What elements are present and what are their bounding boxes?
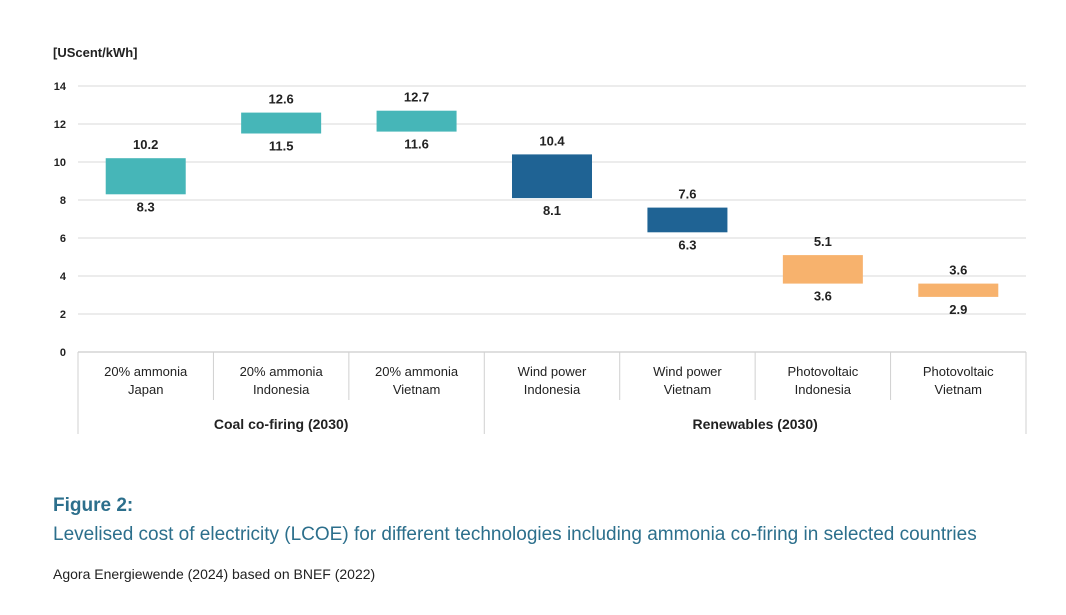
- high-value-label: 7.6: [678, 187, 696, 202]
- category-label-line2: Vietnam: [393, 382, 440, 397]
- category-label-line1: 20% ammonia: [375, 364, 459, 379]
- low-value-label: 11.6: [404, 137, 429, 152]
- low-value-label: 11.5: [269, 139, 294, 154]
- figure-title: Levelised cost of electricity (LCOE) for…: [53, 524, 977, 545]
- category-label-line1: 20% ammonia: [240, 364, 324, 379]
- y-tick-label: 2: [60, 309, 66, 321]
- y-tick-label: 14: [54, 81, 67, 93]
- category-label-line2: Indonesia: [524, 382, 581, 397]
- category-label-line2: Indonesia: [795, 382, 852, 397]
- category-label-line2: Vietnam: [664, 382, 711, 397]
- low-value-label: 2.9: [949, 302, 967, 317]
- high-value-label: 10.2: [133, 137, 158, 152]
- range-bar: [241, 112, 322, 134]
- low-value-label: 8.1: [543, 203, 561, 218]
- category-label-line1: Wind power: [518, 364, 587, 379]
- range-bar: [512, 154, 592, 199]
- low-value-label: 3.6: [814, 289, 832, 304]
- y-tick-label: 6: [60, 233, 66, 245]
- group-label: Renewables (2030): [692, 416, 817, 432]
- range-bar: [918, 283, 999, 297]
- range-bar: [782, 255, 863, 284]
- high-value-label: 5.1: [814, 234, 832, 249]
- lcoe-chart: [UScent/kWh] 0 2 4 6 8 10 12 14 10.2 8.3 20% ammoni…: [53, 45, 1027, 434]
- range-bar: [105, 158, 186, 195]
- category-label-line2: Japan: [128, 382, 163, 397]
- y-tick-label: 10: [54, 157, 66, 169]
- high-value-label: 12.7: [404, 90, 429, 105]
- y-tick-label: 8: [60, 195, 66, 207]
- low-value-label: 6.3: [678, 237, 696, 252]
- category-label-line1: Photovoltaic: [787, 364, 858, 379]
- range-bar: [647, 207, 728, 233]
- y-tick-label: 12: [54, 119, 66, 131]
- group-label: Coal co-firing (2030): [214, 416, 349, 432]
- figure-source: Agora Energiewende (2024) based on BNEF …: [53, 566, 376, 582]
- y-tick-label: 4: [60, 271, 67, 283]
- high-value-label: 12.6: [268, 92, 293, 107]
- range-bar: [376, 110, 457, 132]
- category-label-line1: Wind power: [653, 364, 722, 379]
- high-value-label: 10.4: [539, 133, 565, 148]
- category-label-line2: Indonesia: [253, 382, 310, 397]
- high-value-label: 3.6: [949, 263, 967, 278]
- category-label-line1: 20% ammonia: [104, 364, 188, 379]
- category-label-line2: Vietnam: [935, 382, 982, 397]
- y-axis-label: [UScent/kWh]: [53, 45, 138, 60]
- figure-label: Figure 2:: [53, 495, 134, 516]
- y-tick-label: 0: [60, 347, 66, 359]
- low-value-label: 8.3: [137, 199, 155, 214]
- category-label-line1: Photovoltaic: [923, 364, 994, 379]
